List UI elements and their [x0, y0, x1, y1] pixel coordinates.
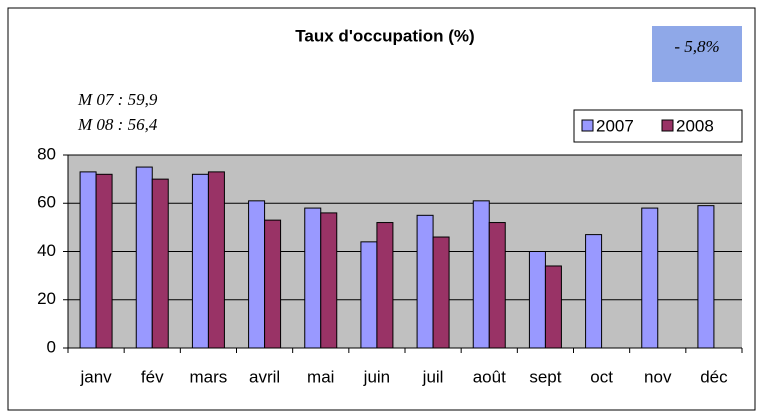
legend — [573, 109, 743, 143]
bar — [641, 207, 659, 349]
bar — [304, 207, 322, 349]
x-tick-label: oct — [590, 367, 613, 386]
bar — [376, 222, 394, 349]
x-tick-label: nov — [644, 367, 672, 386]
bar — [528, 251, 546, 349]
bar — [191, 173, 209, 349]
y-tick-label: 40 — [37, 241, 56, 260]
x-tick-label: déc — [700, 367, 728, 386]
bar — [416, 214, 434, 349]
bar — [472, 200, 490, 349]
y-tick-label: 20 — [37, 289, 56, 308]
y-tick-label: 0 — [47, 337, 56, 356]
y-tick-label: 80 — [37, 144, 56, 163]
x-tick-label: sept — [529, 367, 561, 386]
bar — [488, 222, 506, 349]
bar — [79, 171, 97, 349]
bar — [135, 166, 153, 349]
y-tick-label: 60 — [37, 193, 56, 212]
annotation: M 07 : 59,9 — [77, 90, 158, 109]
x-tick-label: juin — [363, 367, 390, 386]
badge-box — [652, 26, 742, 82]
bar — [320, 212, 338, 349]
x-tick-label: janv — [79, 367, 112, 386]
badge: - 5,8% — [674, 37, 719, 56]
bar — [248, 200, 266, 349]
bar — [697, 205, 715, 349]
bar — [432, 236, 450, 349]
chart-title: Taux d'occupation (%) — [295, 26, 474, 45]
bar — [151, 178, 169, 349]
legend-label: 2008 — [676, 116, 714, 135]
bar — [264, 219, 282, 349]
bar — [207, 171, 225, 349]
x-tick-label: fév — [141, 367, 164, 386]
x-tick-label: avril — [249, 367, 280, 386]
x-tick-label: juil — [422, 367, 444, 386]
annotation: M 08 : 56,4 — [77, 115, 158, 134]
legend-swatch — [661, 119, 674, 132]
bar — [585, 234, 603, 349]
x-tick-label: mai — [307, 367, 334, 386]
bar — [360, 241, 378, 349]
bar — [95, 173, 113, 349]
legend-swatch — [581, 119, 594, 132]
x-tick-label: mars — [190, 367, 228, 386]
x-tick-label: août — [473, 367, 506, 386]
legend-label: 2007 — [596, 116, 634, 135]
bar — [544, 265, 562, 349]
